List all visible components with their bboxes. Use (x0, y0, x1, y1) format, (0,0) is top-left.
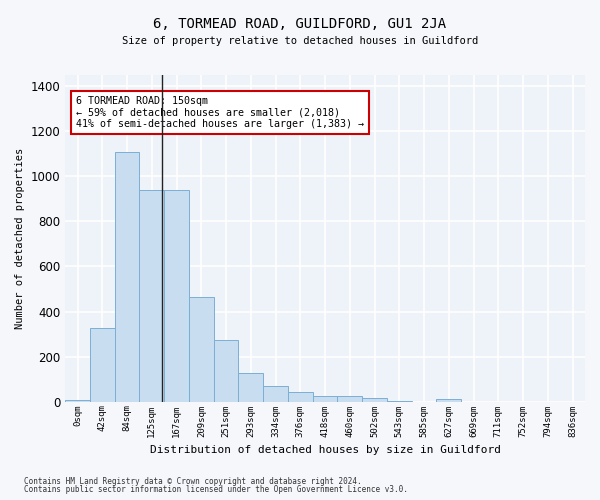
Y-axis label: Number of detached properties: Number of detached properties (15, 148, 25, 329)
Bar (139, 190, 164, 402)
X-axis label: Distribution of detached houses by size in Guildford: Distribution of detached houses by size … (149, 445, 500, 455)
Bar (90, 328, 115, 402)
Text: Size of property relative to detached houses in Guildford: Size of property relative to detached ho… (122, 36, 478, 46)
Text: Contains HM Land Registry data © Crown copyright and database right 2024.: Contains HM Land Registry data © Crown c… (24, 477, 362, 486)
Bar (387, 400, 412, 402)
Text: 6 TORMEAD ROAD: 150sqm
← 59% of detached houses are smaller (2,018)
41% of semi-: 6 TORMEAD ROAD: 150sqm ← 59% of detached… (76, 96, 364, 130)
Text: Contains public sector information licensed under the Open Government Licence v3: Contains public sector information licen… (24, 486, 408, 494)
Bar (313, 396, 337, 402)
Bar (164, 190, 189, 402)
Bar (115, 152, 139, 402)
Bar (65, 400, 90, 402)
Bar (362, 398, 387, 402)
Bar (337, 396, 362, 402)
Bar (263, 386, 288, 402)
Bar (238, 374, 263, 402)
Bar (214, 340, 238, 402)
Bar (288, 392, 313, 402)
Bar (436, 399, 461, 402)
Text: 6, TORMEAD ROAD, GUILDFORD, GU1 2JA: 6, TORMEAD ROAD, GUILDFORD, GU1 2JA (154, 18, 446, 32)
Bar (189, 297, 214, 402)
